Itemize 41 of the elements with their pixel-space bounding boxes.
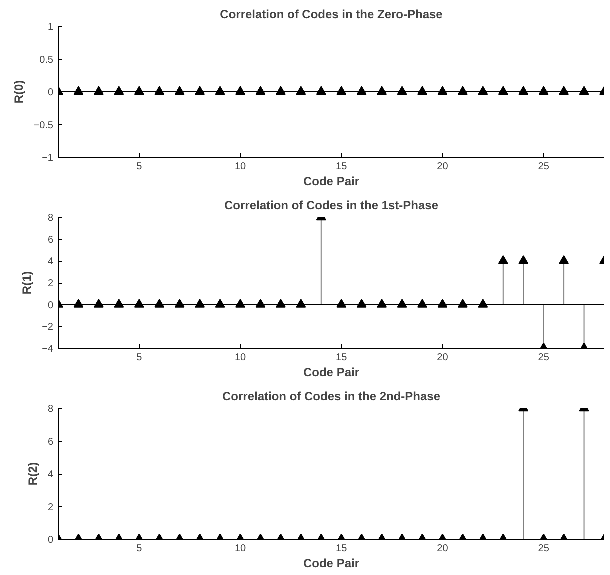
y-tick-label: 4 xyxy=(48,256,54,268)
x-tick-label: 5 xyxy=(136,162,143,172)
y-tick-label: 2 xyxy=(48,502,54,514)
y-tick-label: 8 xyxy=(48,404,54,415)
chart-title: Correlation of Codes in the 2nd-Phase xyxy=(222,390,441,404)
y-axis-title: R(0) xyxy=(12,80,26,104)
x-tick-label: 10 xyxy=(234,544,246,554)
y-tick-label: 2 xyxy=(48,278,54,290)
x-tick-label: 10 xyxy=(234,162,246,172)
x-tick-label: 10 xyxy=(234,352,246,364)
x-axis-title: Code Pair xyxy=(303,174,360,188)
x-tick-label: 20 xyxy=(437,544,449,554)
x-tick-label: 25 xyxy=(538,162,550,172)
y-tick-label: 0 xyxy=(48,535,54,546)
x-tick-label: 15 xyxy=(336,162,348,172)
y-axis-title: R(1) xyxy=(20,271,34,295)
x-tick-label: 20 xyxy=(437,162,449,172)
x-tick-label: 5 xyxy=(136,352,143,364)
y-tick-label: 6 xyxy=(48,436,54,448)
y-tick-label: −1 xyxy=(42,153,54,164)
x-axis-title: Code Pair xyxy=(303,366,360,380)
y-axis-title: R(2) xyxy=(26,462,40,486)
y-tick-label: −2 xyxy=(42,322,54,334)
y-tick-label: 0.5 xyxy=(40,54,54,66)
chart-title: Correlation of Codes in the 1st-Phase xyxy=(224,198,439,212)
x-tick-label: 25 xyxy=(538,352,550,364)
chart-title: Correlation of Codes in the Zero-Phase xyxy=(220,8,444,22)
x-tick-label: 15 xyxy=(336,544,348,554)
x-tick-label: 15 xyxy=(336,352,348,364)
y-tick-label: 1 xyxy=(48,22,54,33)
x-tick-label: 20 xyxy=(437,352,449,364)
y-tick-label: 0 xyxy=(48,300,54,312)
x-tick-label: 5 xyxy=(136,544,143,554)
y-tick-label: 6 xyxy=(48,234,54,246)
y-tick-label: 4 xyxy=(48,470,54,480)
y-tick-label: 8 xyxy=(48,213,54,224)
y-tick-label: −4 xyxy=(42,344,54,355)
x-tick-label: 25 xyxy=(538,544,550,554)
y-tick-label: 0 xyxy=(48,88,54,98)
y-tick-label: −0.5 xyxy=(34,120,54,132)
x-axis-title: Code Pair xyxy=(303,556,360,570)
